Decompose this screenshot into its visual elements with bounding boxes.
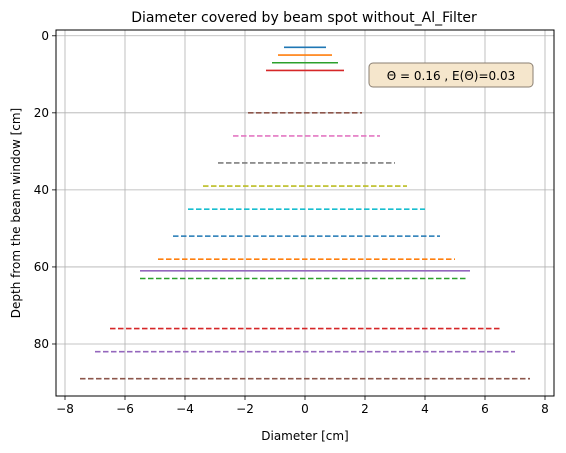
x-tick-label: −2 xyxy=(236,402,254,416)
x-tick-label: −8 xyxy=(56,402,74,416)
y-axis: 0 20 40 60 80 xyxy=(34,29,56,351)
y-tick-label: 60 xyxy=(34,260,49,274)
y-tick-label: 0 xyxy=(41,29,49,43)
x-tick-label: 6 xyxy=(481,402,489,416)
x-tick-label: 2 xyxy=(361,402,369,416)
data-segments xyxy=(80,46,530,380)
x-tick-label: −4 xyxy=(176,402,194,416)
x-tick-label: 4 xyxy=(421,402,429,416)
chart-title: Diameter covered by beam spot without_Al… xyxy=(131,10,477,26)
x-tick-label: 0 xyxy=(301,402,309,416)
y-tick-label: 80 xyxy=(34,337,49,351)
x-tick-label: 8 xyxy=(541,402,549,416)
annotation-background xyxy=(368,62,534,88)
annotation-box: Θ = 0.16 , E(Θ)=0.03 xyxy=(368,62,534,88)
x-tick-label: −6 xyxy=(116,402,134,416)
y-axis-label: Depth from the beam window [cm] xyxy=(9,108,23,318)
grid xyxy=(56,30,554,396)
x-axis-label: Diameter [cm] xyxy=(261,429,349,443)
y-tick-label: 40 xyxy=(34,183,49,197)
annotation-text: Θ = 0.16 , E(Θ)=0.03 xyxy=(387,69,515,83)
x-axis: −8 −6 −4 −2 0 2 4 6 8 xyxy=(56,396,549,416)
y-tick-label: 20 xyxy=(34,106,49,120)
